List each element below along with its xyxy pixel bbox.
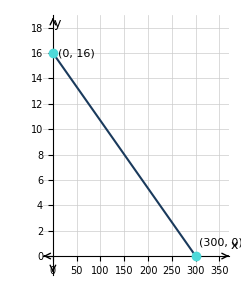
Text: (300, 0): (300, 0) xyxy=(200,237,241,247)
Text: (0, 16): (0, 16) xyxy=(58,48,94,58)
Text: y: y xyxy=(54,17,61,30)
Text: x: x xyxy=(230,239,238,252)
